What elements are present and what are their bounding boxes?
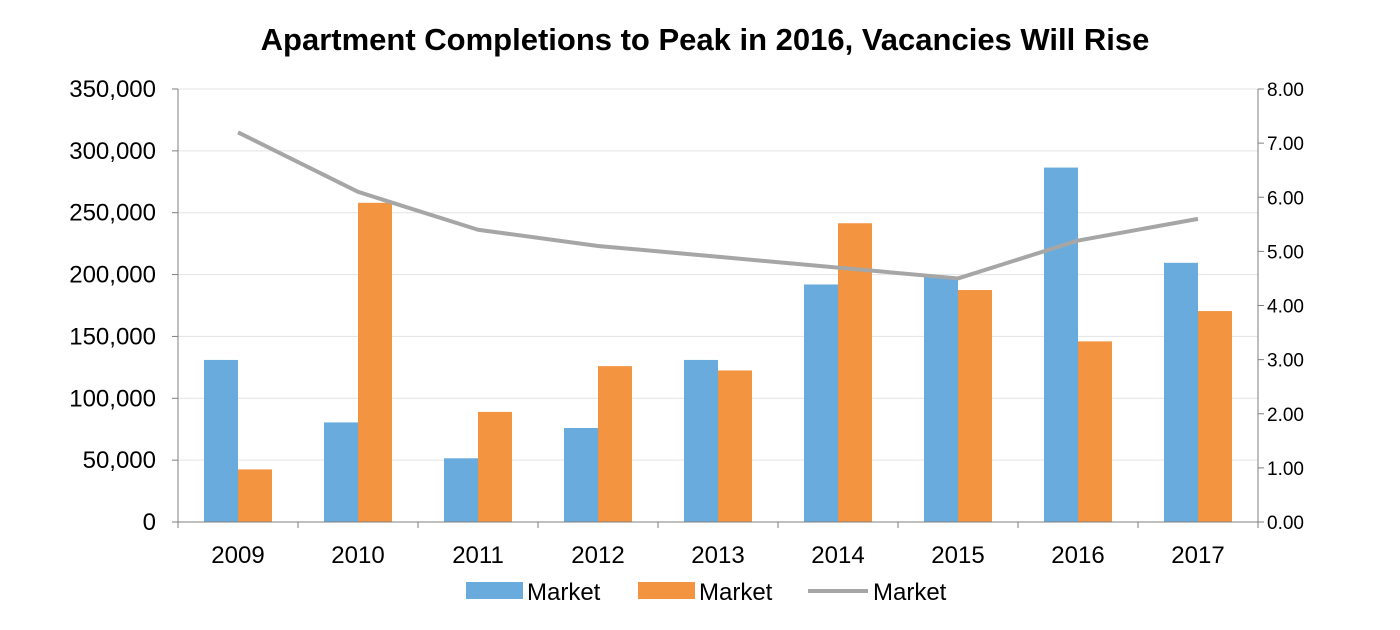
x-tick-label: 2009 [211, 542, 264, 569]
bar-series-2-2016 [1078, 341, 1112, 522]
bar-series-2-2013 [718, 370, 752, 522]
y-left-tick-label: 300,000 [69, 138, 156, 165]
legend-label-3: Market [873, 579, 947, 606]
y-left-tick-label: 250,000 [69, 200, 156, 227]
y-left-tick-label: 0 [143, 509, 156, 536]
bar-series-1-2014 [804, 284, 838, 522]
chart-title: Apartment Completions to Peak in 2016, V… [260, 22, 1150, 57]
bar-series-2-2012 [598, 366, 632, 522]
axes: 0 50,000 100,000 150,000 200,000 250,000 300,0… [69, 76, 1304, 569]
bars [204, 167, 1232, 523]
y-left-tick-label: 200,000 [69, 262, 156, 289]
line-series [237, 130, 1199, 281]
legend-label-2: Market [699, 579, 773, 606]
bar-series-2-2010 [358, 202, 392, 522]
legend-swatch-2 [638, 582, 695, 599]
bar-series-2-2009 [238, 469, 272, 522]
bar-series-1-2009 [204, 359, 238, 522]
legend-swatch-1 [466, 582, 523, 599]
x-tick-label: 2015 [931, 542, 984, 569]
x-tick-label: 2017 [1171, 542, 1224, 569]
y-right-tick-label: 3.00 [1267, 351, 1304, 372]
bar-series-1-2012 [564, 427, 598, 522]
y-right-tick-label: 7.00 [1267, 134, 1304, 155]
y-left-tick-label: 50,000 [83, 447, 156, 474]
y-right-tick-label: 0.00 [1267, 513, 1304, 534]
y-right-tick-label: 6.00 [1267, 188, 1304, 209]
x-tick-label: 2014 [811, 542, 864, 569]
bar-series-2-2017 [1198, 311, 1232, 522]
legend: Market Market Market [466, 579, 947, 606]
x-tick-label: 2012 [571, 542, 624, 569]
y-right-tick-label: 1.00 [1267, 459, 1304, 480]
bar-series-1-2010 [324, 422, 358, 522]
legend-label-1: Market [527, 579, 601, 606]
bar-series-2-2014 [838, 223, 872, 523]
bar-series-1-2013 [684, 359, 718, 522]
x-tick-label: 2010 [331, 542, 384, 569]
y-right-tick-label: 8.00 [1267, 80, 1304, 101]
y-left-tick-label: 100,000 [69, 385, 156, 412]
x-tick-label: 2011 [452, 542, 504, 569]
bar-series-1-2016 [1044, 167, 1078, 522]
x-tick-label: 2016 [1051, 542, 1104, 569]
bar-series-1-2017 [1164, 262, 1198, 522]
bar-series-2-2011 [478, 411, 512, 522]
bar-series-1-2015 [924, 277, 958, 522]
bar-series-2-2015 [958, 290, 992, 522]
y-right-tick-label: 4.00 [1267, 297, 1304, 318]
y-right-tick-label: 5.00 [1267, 242, 1304, 263]
y-left-tick-label: 350,000 [69, 76, 156, 103]
bar-series-1-2011 [444, 458, 478, 522]
x-tick-label: 2013 [691, 542, 744, 569]
y-right-tick-label: 2.00 [1267, 405, 1304, 426]
y-left-tick-label: 150,000 [69, 323, 156, 350]
